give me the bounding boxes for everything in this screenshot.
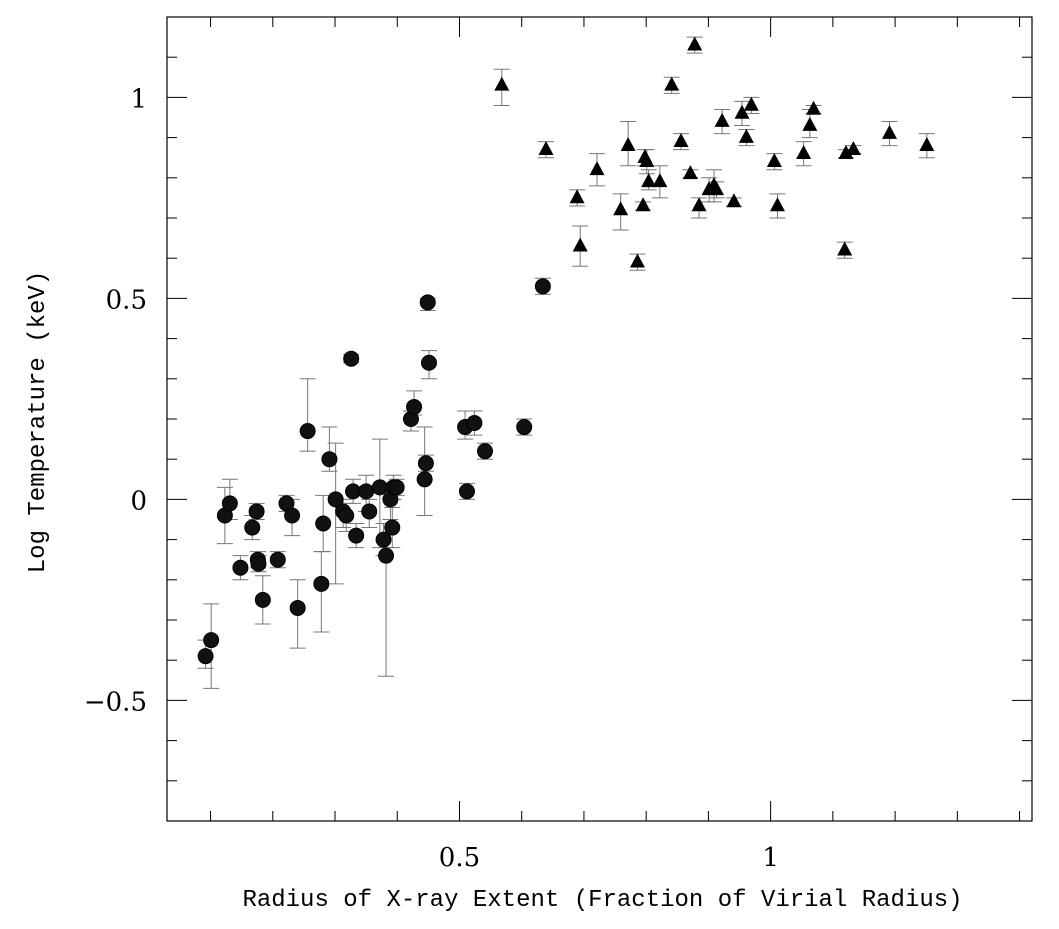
data-point-triangle: [881, 124, 897, 139]
x-tick-label: 0.5: [439, 843, 480, 873]
data-point-triangle: [639, 153, 655, 168]
y-tick-label: 0.5: [106, 285, 147, 315]
tick-labels: 0.5 1 −0.5 0 0.5 1: [84, 84, 779, 873]
data-point-triangle: [494, 76, 510, 91]
data-point-circle: [361, 503, 378, 520]
y-tick-label: −0.5: [84, 687, 147, 717]
data-point-circle: [250, 555, 267, 572]
data-point-triangle: [569, 189, 585, 204]
data-point-triangle: [796, 145, 812, 159]
data-point-triangle: [802, 116, 818, 131]
data-point-triangle: [664, 76, 680, 91]
x-tick-label: 1: [762, 843, 779, 873]
data-point-circle: [466, 415, 483, 432]
data-point-circle: [338, 507, 355, 524]
data-point-triangle: [673, 132, 689, 147]
data-point-circle: [375, 531, 392, 548]
data-point-circle: [417, 455, 434, 472]
x-axis-title: Radius of X-ray Extent (Fraction of Viri…: [242, 887, 962, 914]
minor-ticks: [167, 16, 1032, 822]
data-point-circle: [348, 527, 365, 544]
data-point-circle: [248, 503, 265, 520]
data-point-triangle: [806, 100, 822, 115]
data-markers: [197, 36, 935, 665]
data-point-triangle: [738, 128, 754, 143]
data-point-circle: [406, 398, 423, 415]
data-point-triangle: [572, 237, 588, 252]
data-point-triangle: [613, 201, 629, 216]
data-point-circle: [516, 419, 533, 436]
data-point-circle: [327, 491, 344, 508]
data-point-triangle: [919, 136, 935, 151]
data-point-triangle: [620, 136, 636, 151]
data-point-triangle: [726, 193, 742, 208]
data-point-triangle: [838, 145, 854, 159]
plot-frame: [166, 16, 1033, 822]
data-point-triangle: [687, 36, 703, 51]
data-point-circle: [221, 495, 238, 512]
data-point-triangle: [629, 253, 645, 268]
data-point-circle: [232, 559, 249, 576]
data-point-circle: [197, 648, 214, 665]
data-point-circle: [388, 479, 405, 496]
data-point-triangle: [635, 197, 651, 212]
data-point-circle: [384, 519, 401, 536]
data-point-circle: [378, 547, 395, 564]
data-point-circle: [313, 575, 330, 592]
data-point-circle: [289, 599, 306, 616]
data-point-circle: [534, 278, 551, 295]
data-point-triangle: [641, 173, 657, 188]
data-point-circle: [269, 551, 286, 568]
data-point-circle: [299, 423, 316, 440]
data-point-triangle: [589, 161, 605, 176]
data-point-circle: [416, 471, 433, 488]
data-point-circle: [371, 479, 388, 496]
data-point-triangle: [743, 96, 759, 111]
data-point-circle: [203, 632, 220, 649]
data-point-triangle: [766, 153, 782, 168]
data-point-triangle: [708, 181, 724, 196]
data-point-circle: [315, 515, 332, 532]
error-bars: [197, 36, 935, 689]
data-point-triangle: [714, 112, 730, 127]
y-axis-title: Log Temperature (keV): [25, 271, 52, 573]
data-point-triangle: [538, 140, 554, 155]
data-point-triangle: [652, 173, 668, 188]
data-point-triangle: [769, 197, 785, 212]
data-point-circle: [476, 443, 493, 460]
data-point-triangle: [837, 241, 853, 256]
data-point-triangle: [682, 165, 698, 180]
data-point-circle: [244, 519, 261, 536]
data-point-triangle: [845, 140, 861, 155]
data-point-circle: [420, 354, 437, 371]
data-point-triangle: [691, 197, 707, 212]
data-point-circle: [358, 483, 375, 500]
y-tick-label: 1: [130, 84, 147, 114]
y-tick-label: 0: [130, 486, 147, 516]
data-point-circle: [321, 451, 338, 468]
data-point-circle: [343, 350, 360, 367]
data-point-circle: [284, 507, 301, 524]
data-point-circle: [254, 591, 271, 608]
data-point-triangle: [734, 104, 750, 119]
data-point-circle: [458, 483, 475, 500]
data-point-circle: [419, 294, 436, 311]
